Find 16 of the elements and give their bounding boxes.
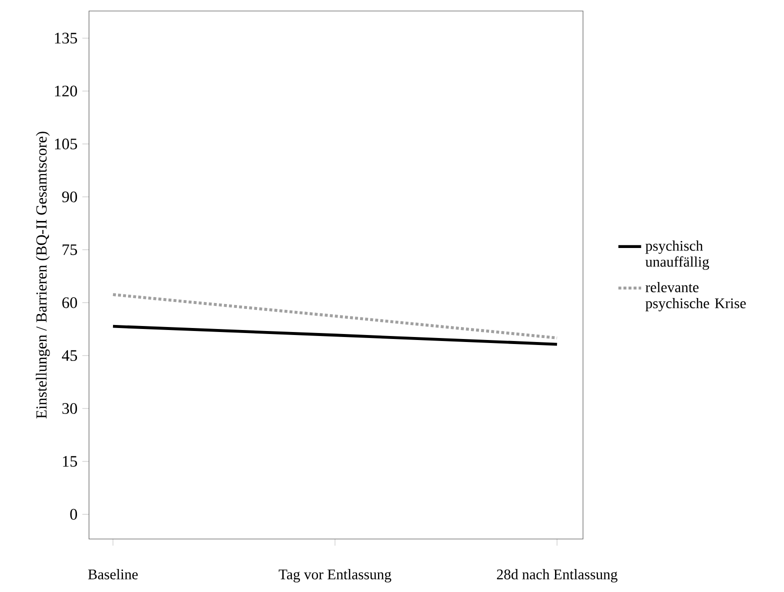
y-axis-title: Einstellungen / Barrieren (BQ-II Gesamtscore) xyxy=(36,132,50,418)
x-tick-label: 28d nach Entlassung xyxy=(496,569,618,582)
y-tick-label: 30 xyxy=(62,403,78,414)
y-tick-label: 15 xyxy=(63,456,78,467)
y-tick-label: 0 xyxy=(70,508,78,520)
legend-label: psychisch unauffällig xyxy=(645,240,710,270)
x-tick-label: Tag vor Entlassung xyxy=(278,569,392,582)
y-tick-label: 135 xyxy=(55,32,78,44)
y-tick-label: 120 xyxy=(55,86,78,96)
y-tick-label: 90 xyxy=(62,191,78,202)
x-tick-label: Baseline xyxy=(88,569,138,580)
y-tick-label: 75 xyxy=(62,244,78,256)
y-tick-label: 45 xyxy=(62,350,78,361)
y-tick-label: 60 xyxy=(62,297,78,308)
legend-label: relevante psychische Krise xyxy=(646,282,746,312)
y-tick-label: 105 xyxy=(55,138,78,150)
